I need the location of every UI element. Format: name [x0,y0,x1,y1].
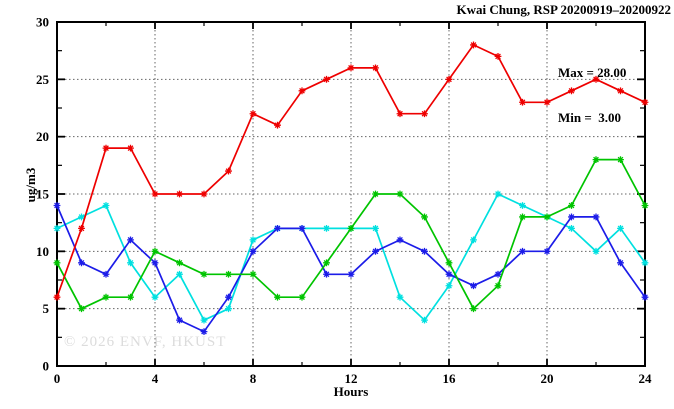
green-line-markers [53,156,649,313]
plot-border [56,21,646,367]
chart-title: Kwai Chung, RSP 20200919–20200922 [456,2,671,17]
x-tick-label: 4 [152,371,159,386]
x-tick-label: 0 [54,371,61,386]
y-tick-label: 0 [43,359,50,374]
legend-min-value: Min = 3.00 [558,110,622,125]
cyan-line-markers [53,190,649,324]
y-tick-label: 20 [36,129,49,144]
x-tick-label: 8 [250,371,257,386]
x-tick-label: 20 [541,371,554,386]
watermark: © 2026 ENVF, HKUST [64,334,227,350]
x-tick-label: 12 [345,371,358,386]
x-tick-label: 24 [639,371,653,386]
y-tick-label: 15 [36,187,50,202]
blue-line-markers [53,202,649,335]
y-axis-label: ug/m3 [23,167,38,203]
y-tick-label: 25 [36,72,50,87]
y-tick-label: 10 [36,244,49,259]
red-line-markers [53,41,649,301]
y-tick-label: 30 [36,15,49,30]
x-tick-label: 16 [443,371,457,386]
legend-max-value: Max = 28.00 [558,65,627,80]
y-tick-label: 5 [43,301,50,316]
legend: Max = 28.00 Min = 3.00 [558,35,626,155]
x-axis-label: Hours [333,384,369,399]
